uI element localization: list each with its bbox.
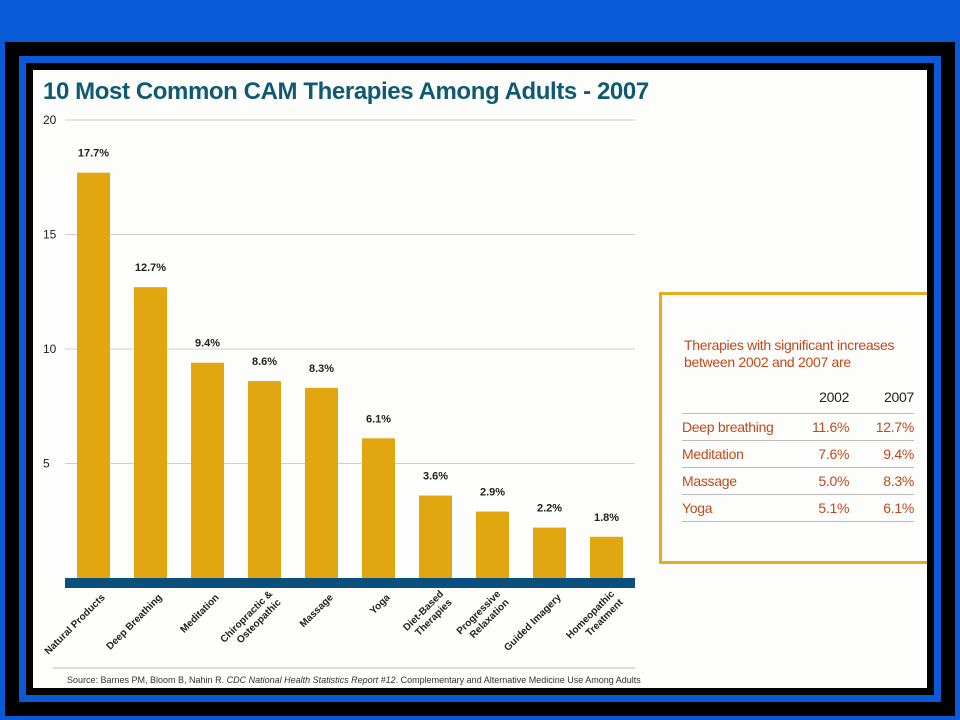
- x-tick-label: Deep Breathing: [105, 592, 165, 652]
- x-tick-label-line: Natural Products: [43, 592, 108, 657]
- x-tick-label: Yoga: [368, 592, 393, 617]
- x-tick-label: Chiropractic &Osteopathic: [219, 589, 284, 654]
- x-tick-label-line: Yoga: [368, 592, 393, 617]
- inset-title: Therapies with significant increases bet…: [684, 337, 895, 370]
- slide-frame-outer: 5 10 15 20 17.7% 12.7% 9.4% 8.6% 8.3% 6.1% 3.6% 2.9…: [5, 42, 955, 716]
- source-note-prefix: Source: Barnes PM, Bloom B, Nahin R.: [67, 675, 227, 685]
- x-tick-label: Diet-BasedTherapies: [401, 589, 455, 643]
- inset-value-2002: 11.6%: [786, 413, 849, 441]
- x-tick-label: Guided Imagery: [502, 592, 564, 654]
- inset-row: Meditation 7.6% 9.4%: [682, 440, 914, 468]
- data-label: 6.1%: [366, 413, 391, 425]
- data-label: 8.3%: [309, 363, 334, 375]
- data-label: 8.6%: [252, 356, 277, 368]
- data-label: 1.8%: [594, 512, 619, 524]
- chart-title: 10 Most Common CAM Therapies Among Adult…: [43, 78, 649, 105]
- slide-frame-blue: 5 10 15 20 17.7% 12.7% 9.4% 8.6% 8.3% 6.1% 3.6% 2.9…: [19, 56, 941, 702]
- x-tick-label: HomeopathicTreatment: [565, 588, 627, 650]
- bar: [248, 381, 281, 578]
- inset-box: Therapies with significant increases bet…: [659, 292, 927, 564]
- inset-value-2002: 5.0%: [786, 467, 849, 495]
- data-label: 2.2%: [537, 503, 562, 515]
- source-note-suffix: . Complementary and Alternative Medicine…: [67, 675, 641, 688]
- bar-chart: 5 10 15 20 17.7% 12.7% 9.4% 8.6% 8.3% 6.1% 3.6% 2.9…: [43, 113, 635, 669]
- bar: [590, 536, 623, 578]
- data-label: 9.4%: [195, 338, 220, 350]
- source-note: Source: Barnes PM, Bloom B, Nahin R. CDC…: [67, 674, 647, 688]
- x-tick-label-line: Deep Breathing: [105, 592, 165, 652]
- inset-value-2002: 5.1%: [786, 494, 849, 522]
- bar: [533, 527, 566, 578]
- x-tick-label: Natural Products: [43, 592, 108, 657]
- inset-value-2007: 8.3%: [849, 467, 914, 495]
- inset-therapy: Yoga: [682, 494, 786, 522]
- source-note-report: CDC National Health Statistics Report #1…: [226, 675, 396, 685]
- inset-row: Massage 5.0% 8.3%: [682, 467, 914, 495]
- inset-value-2007: 9.4%: [849, 440, 914, 468]
- bar: [134, 287, 167, 578]
- bar: [362, 438, 395, 578]
- chart-panel: 5 10 15 20 17.7% 12.7% 9.4% 8.6% 8.3% 6.1% 3.6% 2.9…: [33, 70, 927, 688]
- data-label: 2.9%: [480, 487, 505, 499]
- x-tick-label-line: Guided Imagery: [502, 592, 564, 654]
- slide-frame-inner: 5 10 15 20 17.7% 12.7% 9.4% 8.6% 8.3% 6.1% 3.6% 2.9…: [26, 63, 934, 695]
- bar: [77, 172, 110, 579]
- y-tick-label: 5: [43, 457, 50, 471]
- data-label: 12.7%: [135, 262, 166, 274]
- inset-value-2007: 6.1%: [849, 494, 914, 522]
- y-tick-label: 20: [43, 113, 57, 127]
- bar: [419, 495, 452, 578]
- inset-header-2002: 2002: [786, 387, 849, 414]
- inset-row: Yoga 5.1% 6.1%: [682, 494, 914, 522]
- inset-row: Deep breathing 11.6% 12.7%: [682, 413, 914, 441]
- y-tick-label: 10: [43, 342, 57, 356]
- data-label: 3.6%: [423, 471, 448, 483]
- bar: [476, 511, 509, 578]
- bar: [191, 362, 224, 578]
- x-tick-label-line: Meditation: [178, 592, 221, 635]
- y-tick-label: 15: [43, 228, 57, 242]
- inset-therapy: Deep breathing: [682, 413, 786, 441]
- inset-header-row: 2002 2007: [682, 387, 914, 414]
- inset-header-blank: [682, 387, 786, 414]
- inset-value-2007: 12.7%: [849, 413, 914, 441]
- inset-table: 2002 2007 Deep breathing 11.6% 12.7%: [682, 387, 914, 522]
- x-tick-label: ProgressiveRelaxation: [455, 589, 512, 646]
- x-axis-baseline: [65, 578, 635, 588]
- data-label: 17.7%: [78, 148, 109, 160]
- inset-value-2002: 7.6%: [786, 440, 849, 468]
- inset-therapy: Massage: [682, 467, 786, 495]
- inset-header-2007: 2007: [849, 387, 914, 414]
- x-tick-label: Meditation: [178, 592, 221, 635]
- bar: [305, 387, 338, 578]
- x-tick-label-line: Massage: [298, 592, 336, 630]
- inset-therapy: Meditation: [682, 440, 786, 468]
- x-tick-label: Massage: [298, 592, 336, 630]
